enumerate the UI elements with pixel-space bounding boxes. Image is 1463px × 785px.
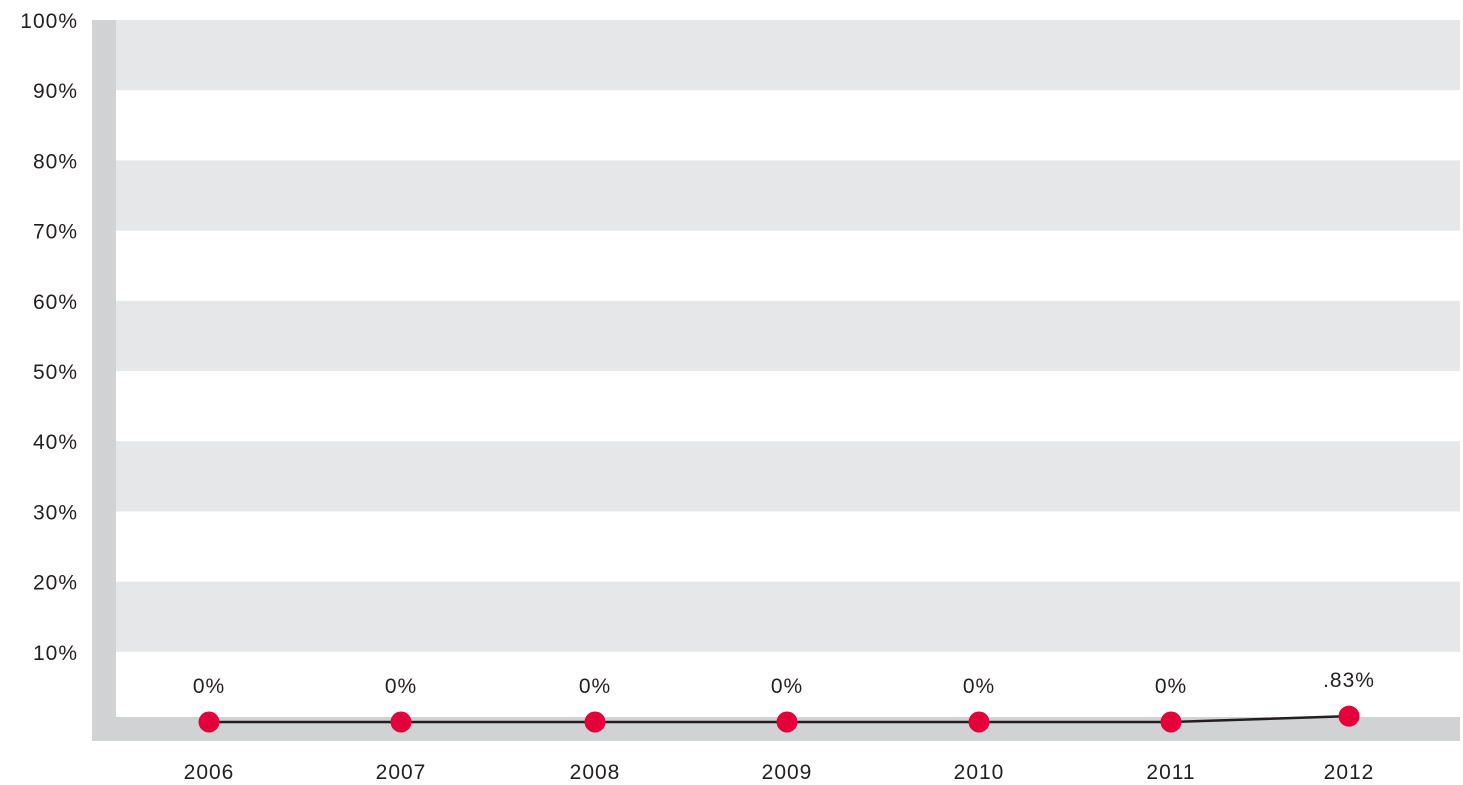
data-label: 0% <box>771 675 803 698</box>
data-label: 0% <box>385 675 417 698</box>
y-tick-label: 60% <box>33 291 78 314</box>
y-axis-tick-labels: 10% 20% 30% 40% 50% 60% 70% 80% 90% 100% <box>20 10 78 665</box>
y-tick-label: 90% <box>33 80 78 103</box>
x-tick-label: 2009 <box>762 761 813 784</box>
x-tick-label: 2010 <box>954 761 1005 784</box>
grid-band <box>116 300 1460 371</box>
data-label: .83% <box>1323 669 1375 692</box>
grid-band <box>116 441 1460 512</box>
x-axis-bar <box>92 717 1460 741</box>
x-tick-label: 2007 <box>376 761 427 784</box>
data-point <box>198 711 220 733</box>
data-labels: 0% 0% 0% 0% 0% 0% .83% <box>193 669 1375 698</box>
data-label: 0% <box>193 675 225 698</box>
data-point <box>1338 705 1360 727</box>
data-label: 0% <box>579 675 611 698</box>
grid-band <box>116 20 1460 91</box>
data-points <box>198 705 1360 733</box>
grid-band <box>116 160 1460 231</box>
x-tick-label: 2011 <box>1146 761 1195 784</box>
y-tick-label: 40% <box>33 431 78 454</box>
data-point <box>1160 711 1182 733</box>
y-tick-label: 10% <box>33 642 78 665</box>
data-label: 0% <box>963 675 995 698</box>
data-point <box>584 711 606 733</box>
y-tick-label: 50% <box>33 361 78 384</box>
data-point <box>390 711 412 733</box>
data-point <box>968 711 990 733</box>
y-tick-label: 80% <box>33 150 78 173</box>
grid-bands <box>116 20 1460 652</box>
y-tick-label: 30% <box>33 501 78 524</box>
y-axis-bar <box>92 20 116 741</box>
x-tick-label: 2008 <box>570 761 621 784</box>
y-tick-label: 20% <box>33 572 78 595</box>
x-tick-label: 2012 <box>1324 761 1375 784</box>
grid-band <box>116 581 1460 652</box>
data-label: 0% <box>1155 675 1187 698</box>
data-point <box>776 711 798 733</box>
x-axis-tick-labels: 2006 2007 2008 2009 2010 2011 2012 <box>184 761 1375 784</box>
y-tick-label: 100% <box>20 10 78 33</box>
y-tick-label: 70% <box>33 221 78 244</box>
x-tick-label: 2006 <box>184 761 235 784</box>
